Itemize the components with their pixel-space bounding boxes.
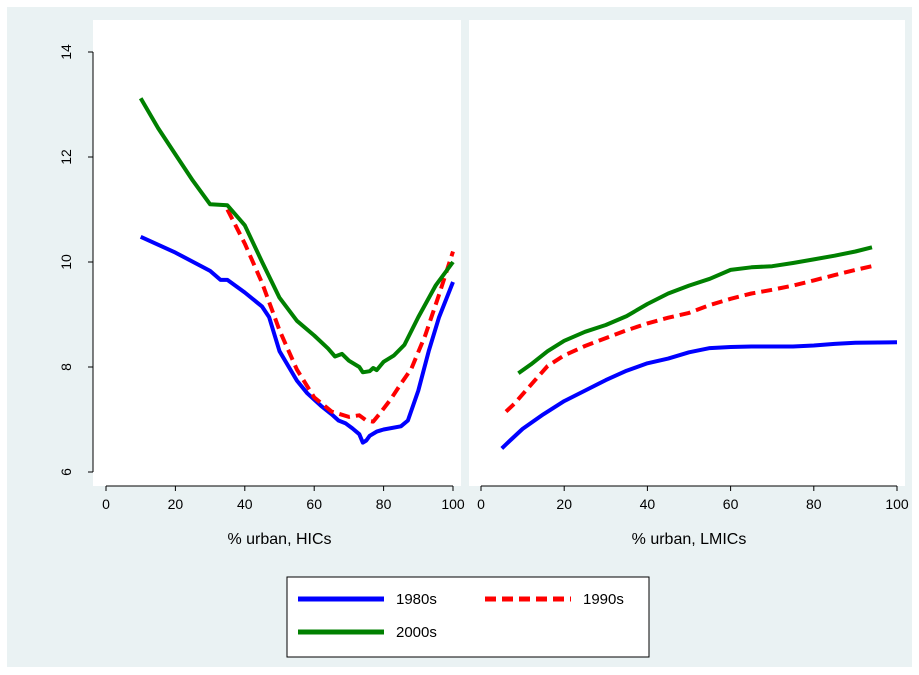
x-tick-label: 20 — [168, 496, 184, 512]
x-tick-label: 100 — [441, 496, 465, 512]
panel-hics: 6 8 10 12 14 0 20 40 60 80 100 % urban, HICs — [58, 44, 465, 548]
x-axis-title-hics: % urban, HICs — [227, 531, 331, 548]
plot-area-lmics — [469, 20, 905, 486]
x-tick-label: 20 — [556, 496, 572, 512]
legend: 1980s 1990s 2000s — [298, 591, 624, 641]
series-line-2000s-hics — [138, 97, 455, 375]
x-axis-title-lmics: % urban, LMICs — [632, 531, 747, 548]
legend-label-2000s: 2000s — [396, 624, 437, 641]
x-tick-label: 0 — [477, 496, 485, 512]
x-tick-label: 60 — [723, 496, 739, 512]
y-tick-label: 6 — [58, 468, 74, 476]
series-line-1980s-lmics — [500, 340, 898, 450]
series-line-1990s-lmics — [504, 264, 873, 414]
legend-label-1990s: 1990s — [583, 591, 624, 608]
y-tick-label: 8 — [58, 363, 74, 371]
y-tick-label: 14 — [58, 44, 74, 60]
legend-box — [286, 576, 650, 658]
x-tick-label: 0 — [102, 496, 110, 512]
series-line-1990s-hics — [225, 208, 455, 424]
x-tick-label: 100 — [885, 496, 909, 512]
x-tick-label: 80 — [806, 496, 822, 512]
series-line-1980s-hics — [139, 234, 455, 445]
x-tick-label: 40 — [640, 496, 656, 512]
x-tick-label: 60 — [306, 496, 322, 512]
series-line-2000s-lmics — [517, 245, 873, 375]
x-tick-label: 40 — [237, 496, 253, 512]
y-tick-label: 10 — [58, 254, 74, 270]
panel-lmics: 0 20 40 60 80 100 % urban, LMICs — [477, 245, 909, 548]
y-tick-label: 12 — [58, 149, 74, 165]
legend-label-1980s: 1980s — [396, 591, 437, 608]
plot-area-hics — [93, 20, 461, 486]
x-tick-label: 80 — [376, 496, 392, 512]
